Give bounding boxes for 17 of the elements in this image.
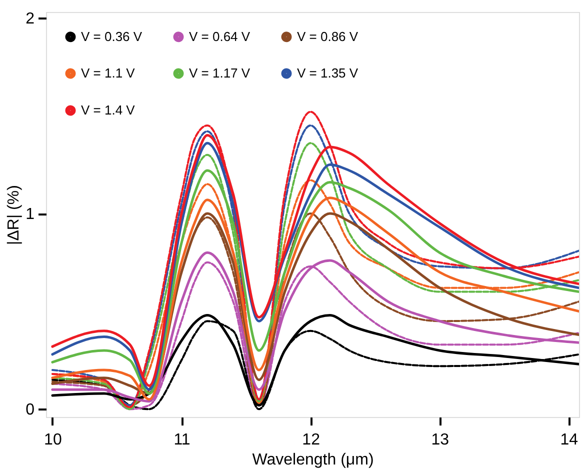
legend-label: V = 1.17 V bbox=[189, 66, 250, 80]
legend-label: V = 0.36 V bbox=[81, 28, 142, 44]
x-axis-title: Wavelength (μm) bbox=[252, 452, 374, 468]
x-tick-label: 12 bbox=[302, 432, 320, 448]
y-tick-label: 0 bbox=[26, 402, 35, 419]
x-tick-label: 10 bbox=[44, 432, 62, 448]
legend-label: V = 1.4 V bbox=[81, 102, 136, 118]
y-tick-label: 1 bbox=[26, 206, 35, 224]
x-tick-label: 13 bbox=[431, 432, 450, 448]
x-tick-label: 14 bbox=[560, 432, 578, 448]
legend-label: V = 0.64 V bbox=[189, 28, 250, 44]
y-axis-title: |ΔR| (%) bbox=[6, 185, 23, 245]
x-tick-label: 11 bbox=[174, 432, 190, 448]
legend-label: V = 1.1 V bbox=[81, 66, 136, 80]
y-tick-label: 2 bbox=[26, 10, 35, 28]
legend-label: V = 0.86 V bbox=[297, 28, 358, 44]
legend-label: V = 1.35 V bbox=[297, 66, 358, 80]
